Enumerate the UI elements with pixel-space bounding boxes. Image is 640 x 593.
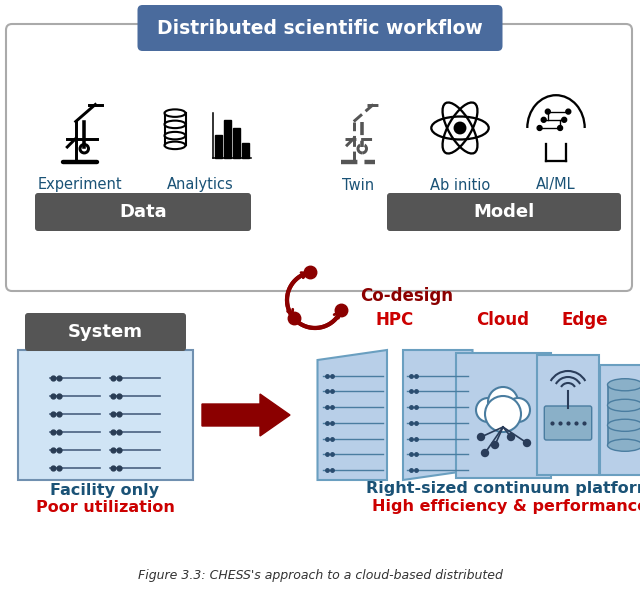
Circle shape [481, 449, 488, 457]
Ellipse shape [164, 142, 186, 149]
Circle shape [485, 396, 521, 432]
FancyBboxPatch shape [25, 313, 186, 351]
Text: Co-design: Co-design [360, 287, 453, 305]
Circle shape [545, 109, 550, 114]
Text: Distributed scientific workflow: Distributed scientific workflow [157, 18, 483, 37]
FancyBboxPatch shape [544, 406, 592, 440]
Text: Data: Data [119, 203, 167, 221]
Circle shape [492, 442, 499, 448]
Text: AI/ML: AI/ML [536, 177, 576, 193]
Text: Poor utilization: Poor utilization [36, 500, 175, 515]
Circle shape [557, 126, 563, 130]
Circle shape [476, 398, 500, 422]
Circle shape [508, 433, 515, 441]
Text: System: System [67, 323, 143, 341]
Ellipse shape [607, 419, 640, 431]
Ellipse shape [164, 120, 186, 128]
FancyBboxPatch shape [138, 5, 502, 51]
Ellipse shape [164, 132, 186, 139]
Text: Analytics: Analytics [166, 177, 234, 193]
Text: Twin: Twin [342, 177, 374, 193]
Ellipse shape [607, 399, 640, 412]
Text: High efficiency & performance: High efficiency & performance [372, 499, 640, 515]
Bar [607, 385, 640, 445]
FancyBboxPatch shape [537, 355, 599, 475]
Circle shape [488, 387, 518, 417]
Circle shape [454, 122, 466, 134]
Circle shape [541, 117, 546, 122]
FancyBboxPatch shape [6, 24, 632, 291]
FancyBboxPatch shape [35, 193, 251, 231]
Circle shape [566, 109, 571, 114]
Circle shape [524, 439, 531, 447]
Text: Ab initio: Ab initio [430, 177, 490, 193]
Polygon shape [403, 350, 472, 480]
Circle shape [537, 126, 542, 130]
Ellipse shape [607, 439, 640, 451]
Text: Cloud: Cloud [477, 311, 529, 329]
Text: HPC: HPC [376, 311, 414, 329]
FancyBboxPatch shape [456, 352, 550, 477]
Circle shape [506, 398, 530, 422]
FancyBboxPatch shape [17, 350, 193, 480]
FancyArrow shape [202, 394, 290, 436]
Text: Right-sized continuum platform: Right-sized continuum platform [366, 480, 640, 496]
Ellipse shape [164, 109, 186, 117]
Bar [224, 120, 231, 158]
Text: Experiment: Experiment [38, 177, 122, 193]
FancyBboxPatch shape [600, 365, 640, 475]
FancyBboxPatch shape [387, 193, 621, 231]
Ellipse shape [607, 379, 640, 391]
Circle shape [477, 433, 484, 441]
Text: Model: Model [474, 203, 534, 221]
Circle shape [562, 117, 566, 122]
Text: Edge: Edge [562, 311, 608, 329]
Polygon shape [317, 350, 387, 480]
Text: Figure 3.3: CHESS's approach to a cloud-based distributed: Figure 3.3: CHESS's approach to a cloud-… [138, 569, 502, 582]
Bar [233, 127, 240, 158]
Text: Facility only: Facility only [51, 483, 159, 498]
Bar [215, 135, 222, 158]
Bar [242, 142, 249, 158]
